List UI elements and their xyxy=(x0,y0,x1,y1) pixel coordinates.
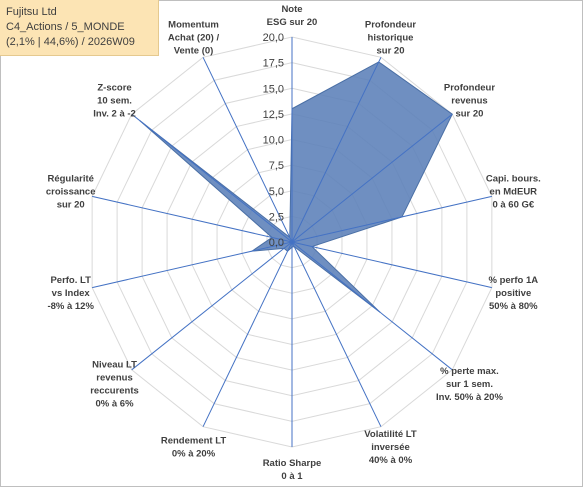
axis-label-line: Volatilité LT xyxy=(364,429,417,440)
axis-label-line: Niveau LT xyxy=(92,359,137,370)
axis-label-line: reccurents xyxy=(90,385,139,396)
axis-label: Profondeur historique sur 20 xyxy=(365,20,416,57)
axis-spoke xyxy=(202,57,293,243)
radar-series-layer xyxy=(139,61,453,313)
axis-label-line: historique xyxy=(368,33,414,44)
axis-label-line: Capi. bours. xyxy=(486,174,541,185)
axis-label: Niveau LT revenus reccurents 0% à 6% xyxy=(90,359,139,409)
axis-label-line: % perfo 1A xyxy=(488,275,538,286)
axis-label: % perte max. sur 1 sem. Inv. 50% à 20% xyxy=(436,366,503,403)
axis-label: Ratio Sharpe 0 à 1 xyxy=(263,458,322,482)
title-line-3: (2,1% | 44,6%) / 2026W09 xyxy=(6,36,135,48)
axis-label-line: revenus xyxy=(451,96,487,107)
tick-label: 12,5 xyxy=(263,109,284,121)
axis-spoke xyxy=(291,241,492,289)
axis-label-line: vs Index xyxy=(52,288,91,299)
axis-label-line: 0% à 20% xyxy=(172,448,216,459)
axis-label-line: 40% à 0% xyxy=(369,455,413,466)
axis-label-line: sur 20 xyxy=(376,46,404,57)
tick-label: 2,5 xyxy=(269,211,284,223)
axis-label-line: inversée xyxy=(371,442,410,453)
axis-label-line: sur 20 xyxy=(57,200,85,211)
axis-label-line: Vente (0) xyxy=(174,46,214,57)
axis-spoke xyxy=(291,195,492,243)
tick-label: 15,0 xyxy=(263,83,284,95)
axis-spoke xyxy=(131,113,293,243)
axis-label: % perfo 1A positive 50% à 80% xyxy=(488,275,538,312)
axis-label: Momentum Achat (20) / Vente (0) xyxy=(168,20,220,57)
axis-label: Capi. bours. en MdEUR 0 à 60 G€ xyxy=(486,174,541,211)
axis-label-line: Régularité xyxy=(47,174,93,185)
axis-label-line: 10 sem. xyxy=(97,96,132,107)
axis-label-line: 0 à 1 xyxy=(281,471,303,482)
axis-label-line: revenus xyxy=(96,372,132,383)
axis-label-line: Achat (20) / xyxy=(168,33,220,44)
axis-label: Note ESG sur 20 xyxy=(267,4,318,28)
axis-label-line: Ratio Sharpe xyxy=(263,458,322,469)
axis-label-line: 50% à 80% xyxy=(489,301,538,312)
tick-label: 5,0 xyxy=(269,186,284,198)
axis-label-line: Z-score xyxy=(97,83,131,94)
axis-label-line: sur 20 xyxy=(455,109,483,120)
axis-label-line: en MdEUR xyxy=(490,187,538,198)
axis-spoke xyxy=(291,241,382,427)
axis-label-line: -8% à 12% xyxy=(47,301,94,312)
title-line-1: Fujitsu Ltd xyxy=(6,6,57,18)
axis-spoke xyxy=(92,241,293,289)
axis-labels: Note ESG sur 20 Profondeur historique sur 20… xyxy=(46,4,541,482)
tick-label: 0,0 xyxy=(269,237,284,249)
tick-label: 17,5 xyxy=(263,58,284,70)
axis-spoke xyxy=(291,57,382,243)
chart-title-box: Fujitsu Ltd C4_Actions / 5_MONDE (2,1% |… xyxy=(0,0,159,56)
axis-label-line: 0% à 6% xyxy=(96,398,135,409)
axis-label-line: Momentum xyxy=(168,20,219,31)
axis-spoke xyxy=(291,113,453,243)
axis-spoke xyxy=(92,195,293,243)
axis-label-line: positive xyxy=(495,288,531,299)
axis-label: Rendement LT 0% à 20% xyxy=(161,435,226,459)
tick-label: 20,0 xyxy=(263,32,284,44)
title-line-2: C4_Actions / 5_MONDE xyxy=(6,21,125,33)
axis-label-line: Inv. 50% à 20% xyxy=(436,392,503,403)
axis-label: Profondeur revenus sur 20 xyxy=(444,83,495,120)
axis-spoke xyxy=(202,241,293,427)
axis-label-line: Perfo. LT xyxy=(50,275,91,286)
axis-label-line: sur 1 sem. xyxy=(446,379,493,390)
axis-label-line: % perte max. xyxy=(440,366,499,377)
axis-label-line: Note xyxy=(281,4,302,15)
tick-label: 10,0 xyxy=(263,135,284,147)
axis-label-line: Profondeur xyxy=(365,20,416,31)
axis-spoke xyxy=(131,241,293,371)
axis-label: Régularité croissance sur 20 xyxy=(46,174,96,211)
series-area xyxy=(139,61,453,313)
axis-label: Perfo. LT vs Index -8% à 12% xyxy=(47,275,94,312)
axis-label-line: Inv. 2 à -2 xyxy=(93,109,136,120)
radar-spokes xyxy=(92,37,492,447)
axis-label-line: Profondeur xyxy=(444,83,495,94)
axis-label-line: 0 à 60 G€ xyxy=(492,200,534,211)
axis-label-line: ESG sur 20 xyxy=(267,17,318,28)
axis-label: Z-score 10 sem. Inv. 2 à -2 xyxy=(93,83,136,120)
radial-tick-labels: 0,0 2,5 5,0 7,5 10,0 12,5 15,0 17,5 20,0 xyxy=(263,32,284,249)
tick-label: 7,5 xyxy=(269,160,284,172)
axis-label: Volatilité LT inversée 40% à 0% xyxy=(364,429,417,466)
axis-label-line: croissance xyxy=(46,187,96,198)
axis-spoke xyxy=(291,241,453,371)
axis-label-line: Rendement LT xyxy=(161,435,226,446)
